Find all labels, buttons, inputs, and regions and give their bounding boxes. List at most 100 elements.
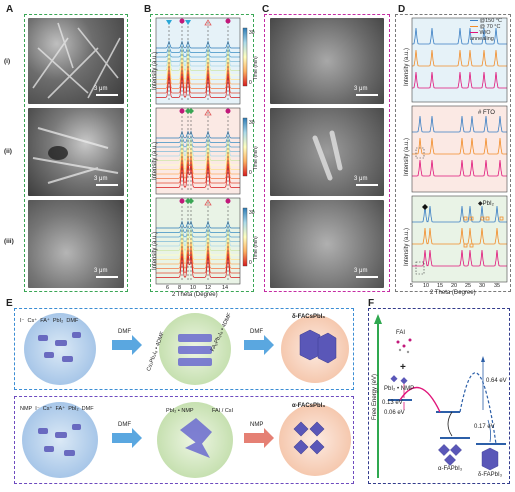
f-delta: δ-FAPbI₃ <box>478 472 503 478</box>
b-spectrum-line <box>156 220 240 229</box>
f-e2: 0.06 eV <box>384 410 405 416</box>
b-spectrum-line <box>156 160 240 184</box>
f-fai: FAI <box>396 330 406 336</box>
b-spectrum-line <box>156 250 240 274</box>
e-top-product: δ-FACsPbI₃ <box>292 314 326 320</box>
b-spectrum-line <box>156 139 240 148</box>
f-pbi2-nmp: PbI₂ • NMP <box>384 386 415 392</box>
e-bottom-intermediate2: FAI / CsI <box>212 408 234 414</box>
d-xtick-25: 25 <box>465 283 472 289</box>
d-legend: @150 °C @ 70 °C W/O annealing <box>470 18 515 42</box>
sem-image-a-ii <box>28 108 124 196</box>
cbar-tick-bottom-2: 0 <box>249 170 252 176</box>
legend-150: @150 °C <box>470 18 515 24</box>
scale-text-c-i: 3 μm <box>354 86 368 92</box>
f-e1: 0.13 eV <box>382 400 403 406</box>
d-spectrum-line <box>412 159 507 177</box>
b-spectrum-line <box>156 43 240 67</box>
b-spectrum-line <box>156 44 240 53</box>
panel-c-frame <box>264 14 390 292</box>
panel-label-a: A <box>6 4 14 15</box>
b-xlabel: 2 Theta (Degree) <box>172 292 218 298</box>
d-xtick-35: 35 <box>494 283 501 289</box>
b-spectrum-line <box>156 233 240 242</box>
f-alpha: α-FAPbI₃ <box>438 466 463 472</box>
b-spectrum-line <box>156 224 240 233</box>
b-spectrum-line <box>156 133 240 157</box>
b-spectrum-line <box>156 130 240 139</box>
sem-image-c-ii <box>270 108 384 196</box>
b-spectrum-line <box>156 75 240 99</box>
panel-label-c: C <box>262 4 270 15</box>
legend-wo: W/O annealing <box>470 30 494 42</box>
legend-70: @ 70 °C <box>470 24 515 30</box>
cbar-tick-top-1: 30 <box>249 30 255 36</box>
b-spectrum-line <box>156 228 240 252</box>
d-pbi2-label: ◆PbI₂ <box>478 201 494 207</box>
scale-bar-a-ii <box>96 184 118 186</box>
scale-text-a-i: 3 μm <box>94 86 108 92</box>
b-spectrum-line <box>156 237 240 261</box>
b-spectrum-line <box>156 165 240 189</box>
d-xtick-30: 30 <box>479 283 486 289</box>
b-spectrum-line <box>156 57 240 81</box>
e-bottom-product: α-FACsPbI₃ <box>292 403 326 409</box>
b-spectrum-line <box>156 142 240 166</box>
cbar-tick-bottom-1: 0 <box>249 80 252 86</box>
d-xtick-5: 5 <box>410 283 414 289</box>
sem-image-a-i <box>28 18 124 104</box>
d-spectrum-line <box>412 27 507 45</box>
scale-bar-c-i <box>356 94 378 96</box>
b-spectrum-line <box>156 156 240 180</box>
d-xtick-15: 15 <box>437 283 444 289</box>
cbar-tick-top-3: 30 <box>249 210 255 216</box>
sem-image-c-i <box>270 18 384 104</box>
b-xtick-8: 8 <box>178 285 182 291</box>
b-spectrum-line <box>156 70 240 94</box>
e-top-reagents: I⁻ Cs⁺ FA⁺ PbI₂ DMF <box>20 318 79 324</box>
panel-label-b: B <box>144 4 152 15</box>
b-spectrum-line <box>156 241 240 265</box>
b-spectrum-line <box>156 66 240 90</box>
d-spectrum-line <box>412 115 507 133</box>
scale-bar-c-iii <box>356 276 378 278</box>
f-e3: 0.64 eV <box>486 378 507 384</box>
e-bottom-intermediate1: PbI₂ • NMP <box>166 408 194 414</box>
row-label-iii: (iii) <box>4 238 14 245</box>
b-spectrum-line <box>156 232 240 256</box>
panel-d-frame <box>395 14 511 292</box>
b-spectrum-line <box>156 223 240 247</box>
panel-e-top-frame <box>14 308 354 390</box>
e-top-arrow2-label: DMF <box>250 329 263 335</box>
d-xlabel: 2 Theta (Degree) <box>430 290 476 296</box>
scale-bar-a-i <box>96 94 118 96</box>
panel-label-e: E <box>6 298 13 309</box>
e-bottom-arrow2-label: NMP <box>250 422 264 428</box>
sem-image-a-iii <box>28 200 124 288</box>
f-e4: 0.17 eV <box>474 424 495 430</box>
scale-bar-a-iii <box>96 276 118 278</box>
panel-b-chart <box>155 17 248 285</box>
b-xtick-14: 14 <box>222 285 229 291</box>
scale-text-a-ii: 3 μm <box>94 176 108 182</box>
b-xtick-12: 12 <box>205 285 212 291</box>
b-spectrum-line <box>156 52 240 76</box>
b-spectrum-line <box>156 61 240 85</box>
panel-a-frame <box>24 14 128 292</box>
cbar-tick-bottom-3: 0 <box>249 260 252 266</box>
b-spectrum-line <box>156 48 240 72</box>
b-spectrum-line <box>156 151 240 175</box>
e-top-arrow1-label: DMF <box>118 329 131 335</box>
f-ylabel: Free Energy (eV) <box>372 373 378 420</box>
d-fto-label: # FTO <box>478 110 495 116</box>
b-spectrum-line <box>156 134 240 143</box>
cbar-tick-top-2: 30 <box>249 120 255 126</box>
b-xtick-10: 10 <box>190 285 197 291</box>
e-bottom-reagents: NMP I⁻ Cs⁺ FA⁺ PbI₂ DMF <box>20 406 94 412</box>
d-spectrum-line <box>412 71 507 89</box>
b-spectrum-line <box>156 246 240 270</box>
b-spectrum-line <box>156 143 240 152</box>
panel-e-bottom-frame <box>14 396 354 484</box>
